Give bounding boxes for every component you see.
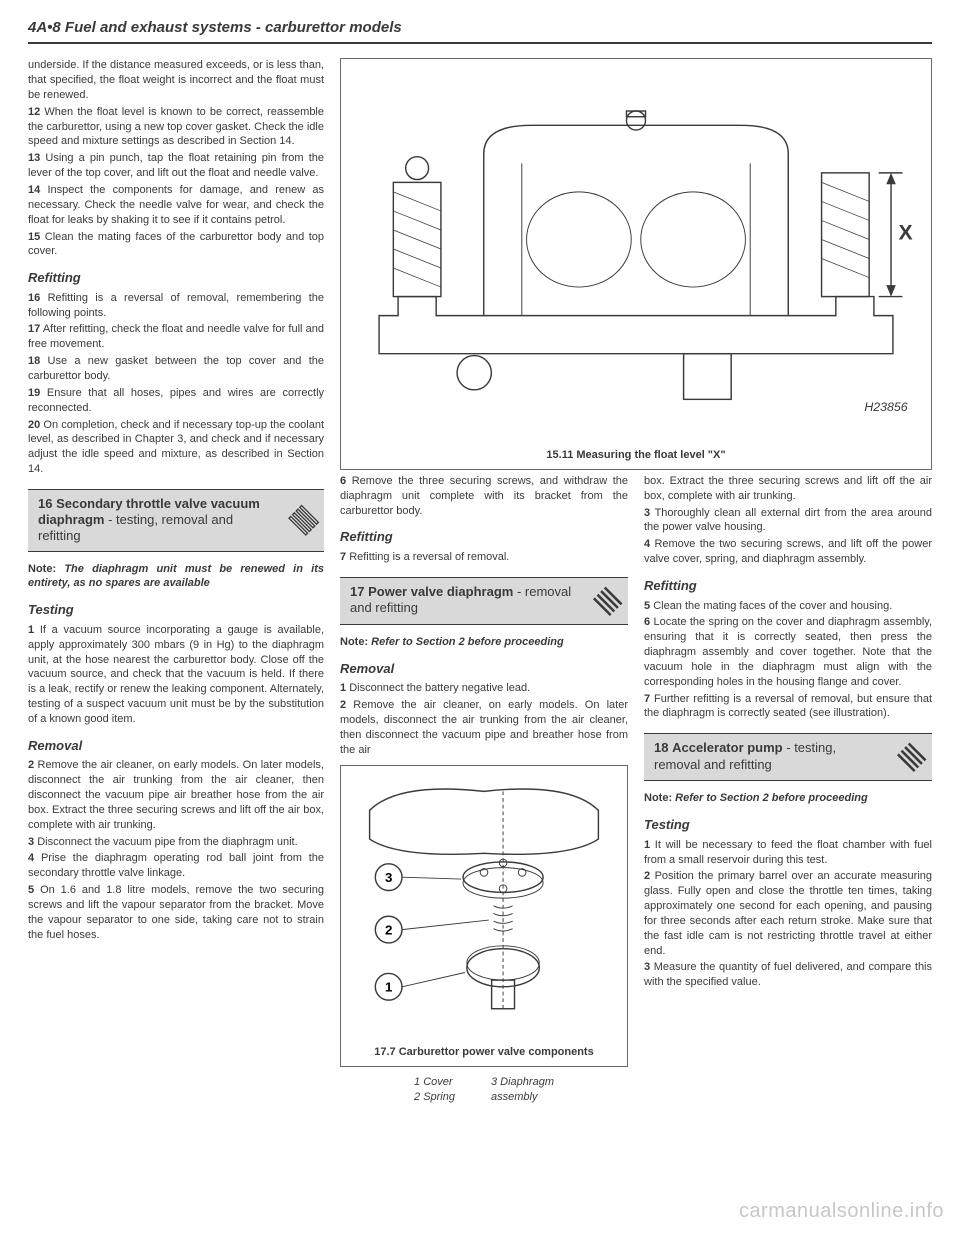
subheading-refitting: Refitting [28, 269, 324, 287]
body-text: 4 Prise the diaphragm operating rod ball… [28, 851, 324, 881]
svg-text:2: 2 [385, 923, 392, 938]
section-number: 16 [38, 496, 52, 511]
body-text: 18 Use a new gasket between the top cove… [28, 354, 324, 384]
body-text: 7 Further refitting is a reversal of rem… [644, 692, 932, 722]
body-text: 12 When the float level is known to be c… [28, 105, 324, 150]
body-text: 4 Remove the two securing screws, and li… [644, 537, 932, 567]
section-18-box: 18 Accelerator pump - testing, removal a… [644, 733, 932, 781]
right-area: X H23856 15.11 Measuring the float level… [340, 58, 932, 1107]
body-text: 5 On 1.6 and 1.8 litre models, remove th… [28, 883, 324, 942]
subheading-testing: Testing [644, 816, 932, 834]
section-title: Power valve diaphragm [368, 584, 513, 599]
body-text: 1 Disconnect the battery negative lead. [340, 681, 628, 696]
note: Note: Refer to Section 2 before proceedi… [340, 635, 628, 650]
body-text: 5 Clean the mating faces of the cover an… [644, 599, 932, 614]
figure-17-7: 3 2 1 17.7 Carburettor power valve compo… [340, 765, 628, 1067]
column-2: 6 Remove the three securing screws, and … [340, 474, 628, 1107]
body-text: 16 Refitting is a reversal of removal, r… [28, 291, 324, 321]
difficulty-icon [588, 578, 628, 624]
section-number: 17 [350, 584, 364, 599]
figure-caption: 15.11 Measuring the float level "X" [341, 444, 931, 469]
figure-legend: 1 Cover 2 Spring 3 Diaphragm assembly [340, 1071, 628, 1107]
body-text: 2 Remove the air cleaner, on early model… [28, 758, 324, 832]
figure-caption: 17.7 Carburettor power valve components [341, 1041, 627, 1066]
body-text: 15 Clean the mating faces of the carbure… [28, 230, 324, 260]
note: Note: Refer to Section 2 before proceedi… [644, 791, 932, 806]
subheading-refitting: Refitting [340, 528, 628, 546]
body-text: 17 After refitting, check the float and … [28, 322, 324, 352]
body-text: 7 Refitting is a reversal of removal. [340, 550, 628, 565]
figure-signature: H23856 [864, 400, 907, 414]
difficulty-icon [284, 490, 324, 551]
difficulty-icon [892, 734, 932, 780]
body-text: 6 Remove the three securing screws, and … [340, 474, 628, 519]
column-1: underside. If the distance measured exce… [28, 58, 324, 1107]
body-text: 2 Remove the air cleaner, on early model… [340, 698, 628, 757]
section-16-box: 16 Secondary throttle valve vacuum diaph… [28, 489, 324, 552]
body-text: underside. If the distance measured exce… [28, 58, 324, 103]
section-17-box: 17 Power valve diaphragm - removal and r… [340, 577, 628, 625]
body-text: 1 If a vacuum source incorporating a gau… [28, 623, 324, 727]
body-text: 3 Measure the quantity of fuel delivered… [644, 960, 932, 990]
figure-15-11: X H23856 15.11 Measuring the float level… [340, 58, 932, 470]
note: Note: The diaphragm unit must be renewed… [28, 562, 324, 592]
body-text: 2 Position the primary barrel over an ac… [644, 869, 932, 958]
body-text: 13 Using a pin punch, tap the float reta… [28, 151, 324, 181]
body-text: 3 Disconnect the vacuum pipe from the di… [28, 835, 324, 850]
body-text: 6 Locate the spring on the cover and dia… [644, 615, 932, 689]
subheading-removal: Removal [28, 737, 324, 755]
body-text: 19 Ensure that all hoses, pipes and wire… [28, 386, 324, 416]
section-number: 18 [654, 740, 668, 755]
body-text: box. Extract the three securing screws a… [644, 474, 932, 504]
svg-text:3: 3 [385, 870, 392, 885]
dimension-label: X [899, 222, 913, 245]
page-header: 4A•8 Fuel and exhaust systems - carburet… [28, 18, 932, 44]
body-text: 14 Inspect the components for damage, an… [28, 183, 324, 228]
svg-text:1: 1 [385, 980, 393, 995]
body-text: 20 On completion, check and if necessary… [28, 418, 324, 477]
body-text: 1 It will be necessary to feed the float… [644, 838, 932, 868]
subheading-refitting: Refitting [644, 577, 932, 595]
watermark: carmanualsonline.info [739, 1198, 944, 1225]
subheading-removal: Removal [340, 660, 628, 678]
subheading-testing: Testing [28, 601, 324, 619]
column-3: box. Extract the three securing screws a… [644, 474, 932, 1107]
body-text: 3 Thoroughly clean all external dirt fro… [644, 506, 932, 536]
section-title: Accelerator pump [672, 740, 783, 755]
